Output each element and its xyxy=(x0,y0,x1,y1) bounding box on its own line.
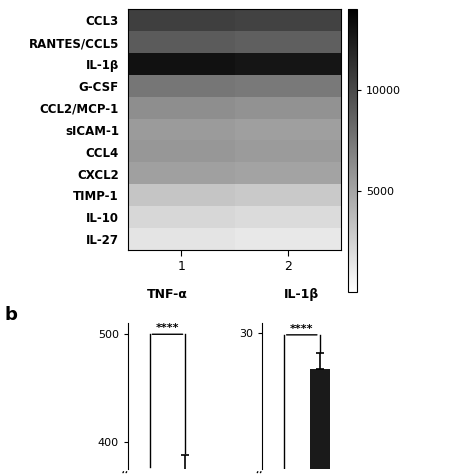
Bar xyxy=(175,469,195,474)
Title: IL-1β: IL-1β xyxy=(284,289,319,301)
Text: ****: **** xyxy=(290,324,313,334)
Title: TNF-α: TNF-α xyxy=(147,289,188,301)
Bar xyxy=(274,468,294,469)
Text: ****: **** xyxy=(156,323,179,333)
Bar xyxy=(310,369,329,469)
Text: b: b xyxy=(5,306,18,324)
Bar xyxy=(140,468,159,469)
